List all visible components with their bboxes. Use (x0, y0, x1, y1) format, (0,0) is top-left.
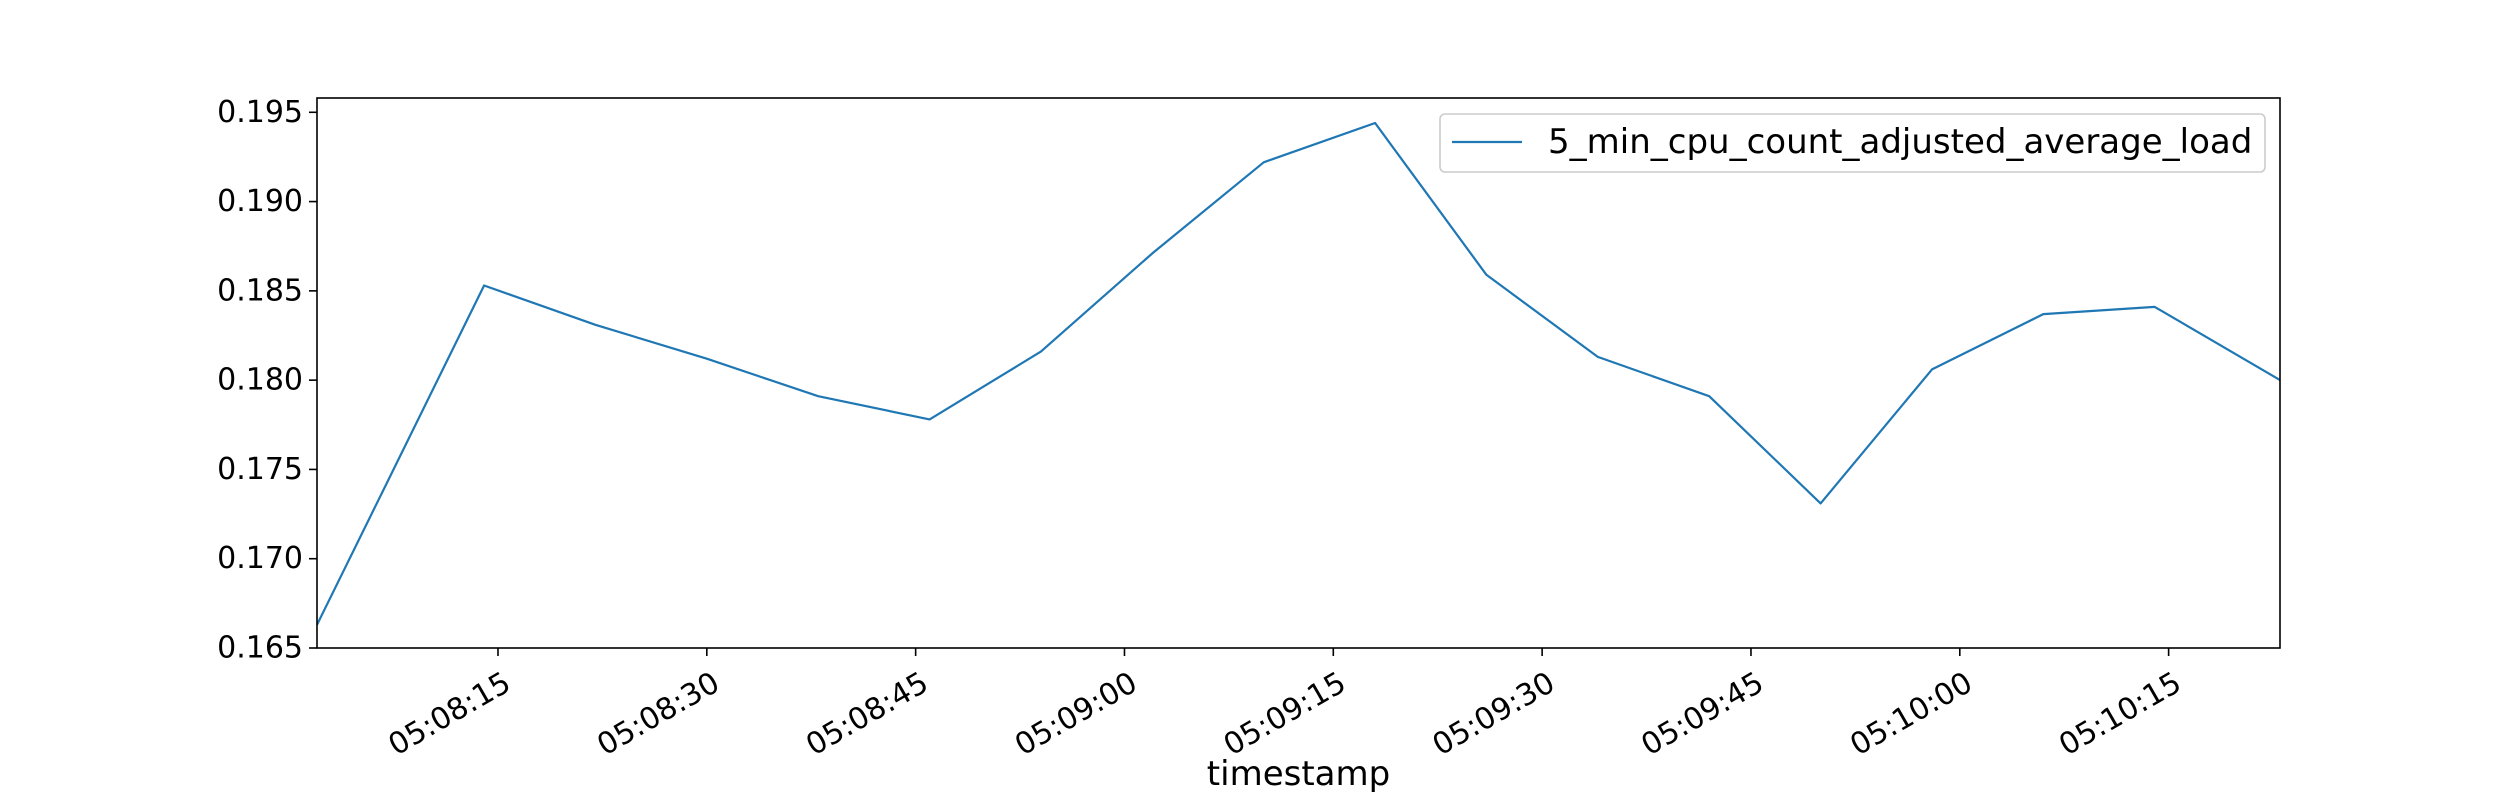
x-tick-label: 05:09:15 (1218, 665, 1352, 763)
y-tick-label: 0.170 (217, 541, 303, 576)
x-tick-label: 05:08:30 (591, 665, 725, 763)
x-tick-label: 05:09:30 (1427, 665, 1561, 763)
y-tick-label: 0.185 (217, 273, 303, 308)
y-tick-label: 0.190 (217, 184, 303, 219)
x-axis-ticks: 05:08:15 05:08:30 05:08:45 05:09:00 05:09:15… (383, 648, 2187, 763)
plot-area-frame (316, 97, 2281, 649)
x-tick-label: 05:08:15 (383, 665, 517, 763)
x-tick-label: 05:09:00 (1009, 665, 1143, 763)
y-axis-ticks: 0.165 0.170 0.175 0.180 0.185 0.190 0.195 (217, 95, 317, 666)
series-line (316, 121, 2281, 626)
x-tick-label: 05:10:15 (2053, 665, 2187, 763)
x-tick-label: 05:10:00 (1844, 665, 1978, 763)
y-tick-label: 0.165 (217, 631, 303, 666)
legend-box (1439, 113, 2266, 173)
series-layer (316, 121, 2281, 626)
y-tick-label: 0.180 (217, 363, 303, 398)
x-axis-title: timestamp (1207, 754, 1390, 794)
x-tick-label: 05:09:45 (1636, 665, 1770, 763)
y-tick-label: 0.175 (217, 452, 303, 487)
legend: 5_min_cpu_count_adjusted_average_load (1439, 113, 2266, 173)
legend-label: 5_min_cpu_count_adjusted_average_load (1548, 122, 2252, 162)
y-tick-label: 0.195 (217, 95, 303, 130)
x-tick-label: 05:08:45 (800, 665, 934, 763)
